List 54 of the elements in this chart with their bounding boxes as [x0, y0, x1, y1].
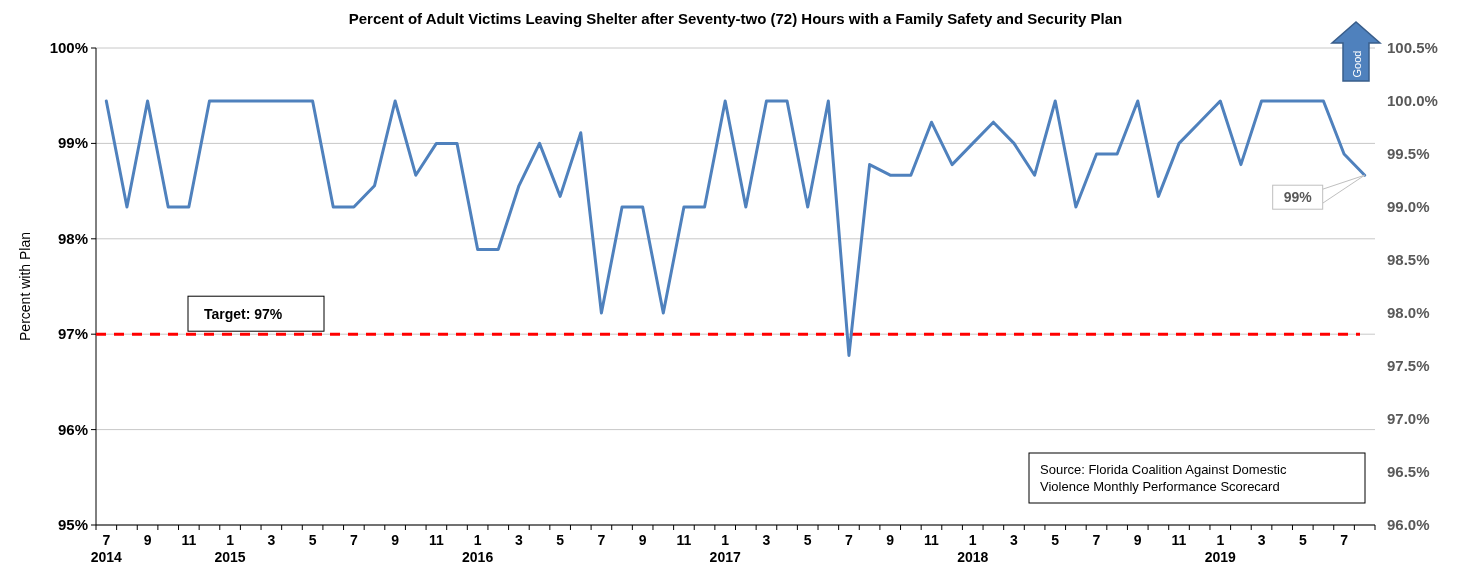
x-tick-label: 11: [676, 532, 692, 548]
x-tick-label: 7: [1092, 532, 1101, 548]
x-tick-label: 5: [308, 532, 317, 548]
annotation: Source: Florida Coalition Against Domestic Violence Monthly Performance Scorecard: [1040, 462, 1287, 494]
data-label: 99%: [1283, 189, 1313, 206]
y-tick-label: 95%: [57, 516, 88, 533]
y-tick-label: 100%: [49, 39, 88, 56]
y2-tick-label: 97.5%: [1387, 357, 1430, 374]
x-tick-label: 3: [1257, 532, 1266, 548]
x-tick-label: 9: [638, 532, 647, 548]
y2-tick-label: 99.0%: [1387, 198, 1430, 215]
y2-tick-label: 98.5%: [1387, 251, 1430, 268]
line-series: [104, 99, 1367, 357]
x-tick-label: 5: [556, 532, 565, 548]
x-tick-label: 3: [515, 532, 523, 548]
x-tick-label: 9: [886, 532, 895, 548]
x-tick-label: 11: [924, 532, 940, 548]
x-tick-label: 1 2019: [1204, 532, 1237, 565]
x-tick-label: 7 2014: [90, 532, 123, 565]
x-tick-label: 3: [267, 532, 276, 548]
x-tick-label: 9: [391, 532, 400, 548]
x-tick-label: 7: [597, 532, 606, 548]
x-tick-label: 1 2018: [957, 532, 989, 565]
x-tick-label: 7: [349, 532, 358, 548]
x-tick-label: 5: [1298, 532, 1307, 548]
x-tick-label: 7: [1340, 532, 1349, 548]
x-tick-label: 1 2016: [462, 532, 494, 565]
y2-tick-label: 100.5%: [1387, 39, 1438, 56]
x-tick-label: 3: [762, 532, 771, 548]
x-tick-label: 11: [181, 532, 197, 548]
y-axis-title: Percent with Plan: [17, 232, 33, 341]
y2-tick-label: 98.0%: [1387, 304, 1430, 321]
chart-title: Percent of Adult Victims Leaving Shelter after Seventy-two (72) Hours with a Family Safety and Security Plan: [348, 10, 1123, 27]
y-tick-label: 98%: [57, 229, 88, 247]
x-tick-label: 9: [143, 532, 152, 548]
y-tick-label: 99%: [57, 134, 88, 152]
x-tick-label: 1 2017: [709, 532, 741, 565]
x-tick-label: 5: [1051, 532, 1060, 548]
y-tick-label: 97%: [57, 325, 88, 343]
x-tick-label: 1 2015: [214, 532, 246, 565]
x-tick-label: 9: [1133, 532, 1142, 548]
y2-tick-label: 97.0%: [1387, 410, 1430, 427]
x-tick-label: 5: [803, 532, 812, 548]
y2-tick-label: 100.0%: [1387, 92, 1438, 109]
y-tick-label: 96%: [57, 420, 88, 438]
x-tick-label: 3: [1010, 532, 1019, 548]
annotation: Good: [1351, 50, 1363, 78]
y2-tick-label: 99.5%: [1387, 145, 1430, 162]
x-tick-label: 7: [845, 532, 854, 548]
x-tick-label: 11: [428, 532, 444, 548]
x-tick-label: 11: [1171, 532, 1187, 548]
y2-tick-label: 96.0%: [1387, 516, 1430, 533]
y2-tick-label: 96.5%: [1387, 463, 1430, 480]
ref-line-label: Target: 97%: [204, 306, 283, 323]
